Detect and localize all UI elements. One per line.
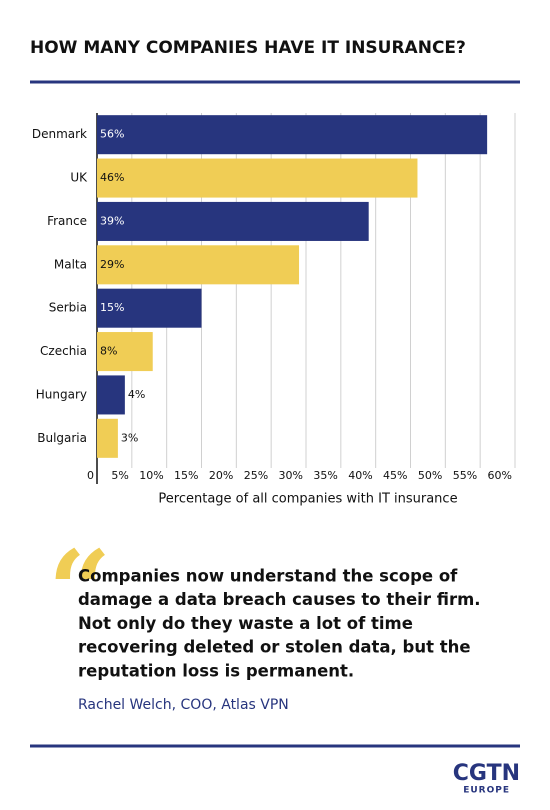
bar (97, 201, 369, 241)
y-tick-label: Malta (54, 257, 87, 271)
y-tick-label: France (47, 214, 87, 228)
bar (97, 332, 153, 372)
value-label: 39% (100, 214, 124, 227)
x-tick-label: 15% (174, 469, 198, 482)
x-tick-label: 5% (111, 469, 128, 482)
x-tick-label: 60% (488, 469, 512, 482)
bar (97, 418, 118, 458)
x-tick-label: 0 (87, 469, 94, 482)
quote-line: recovering deleted or stolen data, but t… (78, 638, 471, 657)
value-label: 15% (100, 301, 124, 314)
logo-name: CGTN (453, 761, 520, 786)
x-tick-label: 45% (383, 469, 407, 482)
x-tick-label: 30% (279, 469, 303, 482)
quote-line: Companies now understand the scope of (78, 567, 458, 586)
x-tick-label: 20% (209, 469, 233, 482)
value-label: 3% (121, 431, 138, 444)
y-tick-label: Bulgaria (37, 431, 87, 445)
quote: Companies now understand the scope of dam… (78, 567, 481, 681)
chart-title: HOW MANY COMPANIES HAVE IT INSURANCE? (30, 38, 466, 58)
bar (97, 245, 300, 285)
value-label: 46% (100, 171, 124, 184)
y-tick-label: UK (70, 171, 88, 185)
quote-line: Not only do they waste a lot of time (78, 614, 413, 633)
bar (97, 158, 418, 198)
x-tick-label: 35% (313, 469, 337, 482)
value-label: 56% (100, 128, 124, 141)
logo-region: EUROPE (463, 786, 510, 796)
value-label: 8% (100, 345, 117, 358)
quote-line: reputation loss is permanent. (78, 661, 354, 680)
quote-line: damage a data breach causes to their fir… (78, 590, 481, 609)
bar (97, 288, 202, 328)
y-tick-label: Czechia (40, 344, 87, 358)
value-label: 4% (128, 388, 145, 401)
quote-attribution: Rachel Welch, COO, Atlas VPN (78, 697, 289, 713)
quote-mark: “ (48, 526, 111, 655)
y-tick-label: Serbia (49, 301, 87, 315)
x-tick-label: 55% (453, 469, 477, 482)
x-tick-label: 10% (139, 469, 163, 482)
x-axis-label: Percentage of all companies with IT insu… (158, 492, 457, 507)
x-tick-label: 50% (418, 469, 442, 482)
x-tick-label: 40% (348, 469, 372, 482)
y-tick-label: Denmark (32, 127, 87, 141)
bar (97, 115, 488, 155)
bar (97, 375, 125, 415)
y-tick-label: Hungary (36, 387, 87, 401)
value-label: 29% (100, 258, 124, 271)
x-tick-label: 25% (244, 469, 268, 482)
